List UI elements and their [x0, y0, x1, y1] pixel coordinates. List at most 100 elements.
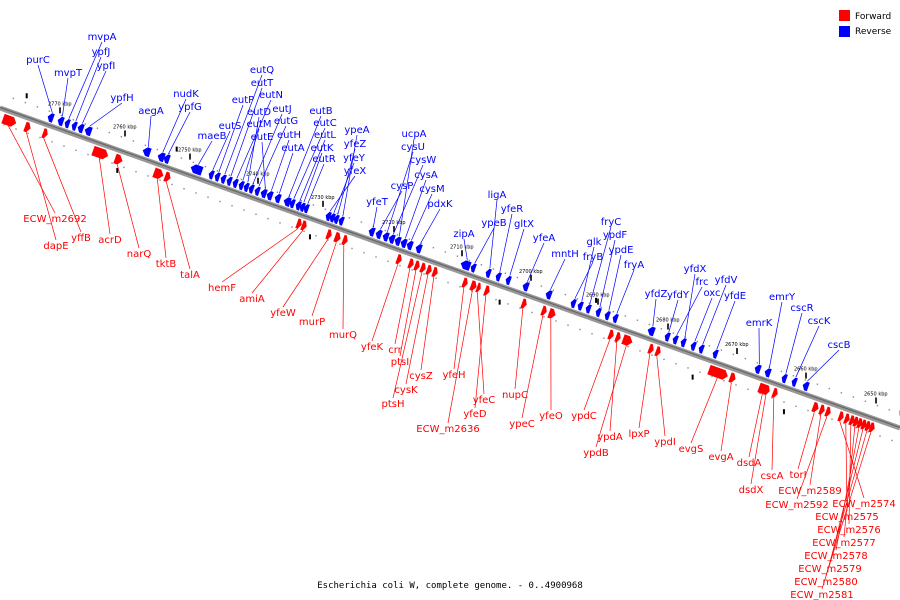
- forward-gene-leader: [420, 277, 435, 371]
- scale-dot: [519, 307, 521, 309]
- scale-dot: [828, 387, 831, 390]
- reverse-gene: [577, 301, 584, 311]
- reverse-gene: [485, 268, 492, 279]
- scale-dot: [504, 272, 507, 274]
- forward-gene-label: yfeW: [270, 308, 296, 319]
- scale-dot: [63, 145, 65, 147]
- scale-dot: [339, 243, 341, 245]
- forward-gene-leader: [405, 274, 429, 385]
- legend-forward-swatch: [839, 10, 850, 21]
- forward-gene-leader: [595, 345, 627, 448]
- forward-gene: [295, 218, 302, 229]
- scale-dot: [27, 132, 29, 134]
- scale-dot: [780, 370, 783, 373]
- reverse-gene-leader: [574, 261, 594, 299]
- scale-dot: [840, 392, 843, 394]
- reverse-gene-label: aegA: [138, 106, 164, 117]
- scale-dot: [216, 170, 219, 172]
- reverse-gene-leader: [474, 227, 495, 264]
- forward-gene-leader: [835, 428, 860, 551]
- reverse-gene-label: glk: [587, 237, 602, 248]
- forward-gene-leader: [797, 412, 815, 470]
- forward-gene: [413, 260, 420, 271]
- forward-gene-label: ECW_m2592: [765, 500, 828, 511]
- scale-dot: [447, 281, 449, 284]
- reverse-gene: [664, 332, 671, 342]
- tick-label: 2700 kbp: [519, 269, 543, 275]
- reverse-gene-leader: [258, 125, 287, 187]
- forward-gene-label: evgS: [679, 444, 704, 455]
- reverse-gene-leader: [652, 298, 657, 327]
- tick-label: 2650 kbp: [864, 391, 888, 397]
- scale-dot: [387, 260, 389, 262]
- reverse-gene: [406, 240, 414, 251]
- forward-gene: [163, 171, 171, 182]
- reverse-gene-leader: [807, 349, 840, 382]
- reverse-gene-leader: [288, 115, 322, 198]
- tick-label: 2690 kbp: [586, 293, 610, 299]
- reverse-gene-leader: [198, 140, 213, 165]
- scale-dot: [459, 286, 461, 288]
- reverse-gene-leader: [411, 193, 433, 241]
- forward-gene-leader: [748, 393, 763, 458]
- reverse-gene-label: eutS: [219, 121, 242, 132]
- forward-gene-leader: [845, 423, 848, 512]
- reverse-gene-label: eutA: [281, 143, 304, 154]
- forward-gene-label: hemF: [208, 283, 236, 294]
- reverse-gene: [333, 214, 340, 225]
- reverse-gene-leader: [279, 152, 294, 194]
- scale-dot: [612, 310, 615, 313]
- scale-dot: [360, 221, 363, 223]
- reverse-gene-leader: [162, 98, 187, 153]
- tick-mark: [393, 226, 395, 233]
- reverse-gene-label: yfdY: [667, 290, 690, 301]
- forward-gene: [763, 384, 770, 396]
- scale-dot: [351, 247, 353, 250]
- scale-dot: [759, 392, 761, 395]
- gene-layer: [1, 113, 875, 433]
- reverse-gene-leader: [489, 199, 498, 269]
- legend-reverse-label: Reverse: [855, 27, 892, 37]
- feature-marker: [175, 146, 178, 152]
- forward-gene-leader: [843, 426, 856, 538]
- scale-dot: [516, 276, 519, 279]
- scale-dot: [84, 123, 87, 125]
- reverse-gene-leader: [329, 175, 356, 212]
- reverse-gene-leader: [82, 70, 107, 124]
- forward-gene-leader: [394, 268, 411, 345]
- forward-gene: [41, 128, 48, 139]
- scale-dot: [531, 311, 533, 314]
- forward-gene-leader: [98, 158, 111, 235]
- scale-dot: [867, 431, 869, 433]
- reverse-gene-leader: [684, 273, 696, 338]
- reverse-gene: [680, 338, 687, 348]
- forward-gene-label: yfeO: [539, 411, 563, 422]
- scale-dot: [315, 234, 317, 237]
- scale-dot: [24, 101, 27, 104]
- forward-gene-label: amiA: [239, 294, 265, 305]
- tick-label: 2710 kbp: [450, 244, 474, 250]
- reverse-gene-label: ypfI: [97, 61, 116, 72]
- forward-gene-label: ECW_m2589: [778, 486, 841, 497]
- reverse-gene: [415, 244, 423, 254]
- reverse-gene-leader: [463, 238, 468, 261]
- forward-gene: [91, 145, 109, 160]
- forward-gene: [419, 262, 426, 273]
- tick-mark: [124, 130, 126, 137]
- scale-dot: [399, 264, 401, 267]
- reverse-gene-label: yfdX: [684, 264, 707, 275]
- reverse-gene: [698, 344, 705, 354]
- scale-dot: [123, 166, 125, 169]
- forward-gene-label: tktB: [156, 259, 177, 270]
- forward-gene-leader: [829, 429, 864, 564]
- scale-dot: [852, 396, 855, 398]
- forward-gene-label: talA: [180, 270, 200, 281]
- reverse-gene-leader: [261, 141, 266, 189]
- scale-dot: [483, 294, 485, 297]
- reverse-gene-label: pdxK: [427, 199, 453, 210]
- tick-label: 2660 kbp: [794, 367, 818, 373]
- reverse-gene-leader: [589, 226, 612, 305]
- forward-gene-leader: [165, 181, 191, 270]
- scale-dot: [864, 400, 867, 402]
- forward-gene-leader: [609, 342, 618, 432]
